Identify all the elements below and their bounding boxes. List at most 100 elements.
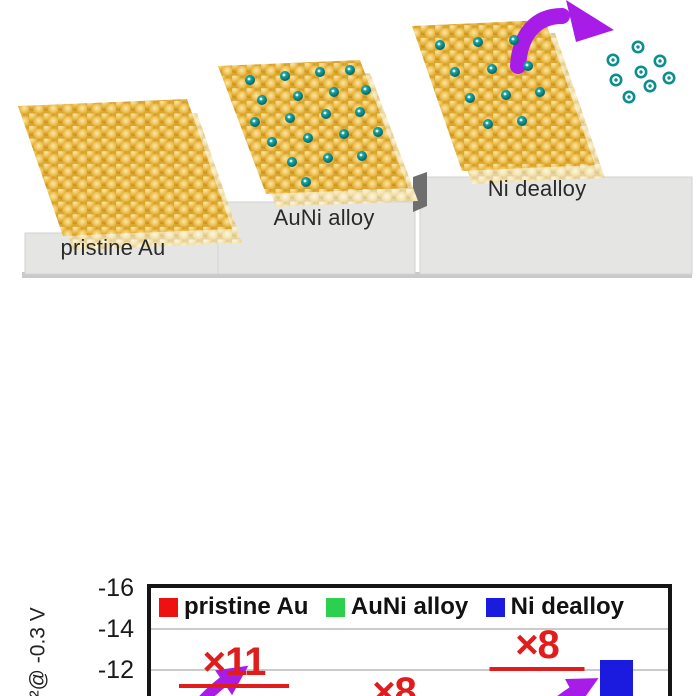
ni-atom	[450, 67, 460, 77]
ni-atom-highlight	[331, 89, 335, 93]
ni-atom	[487, 64, 497, 74]
ni-atom	[315, 67, 325, 77]
released-ni-atom-core	[611, 58, 615, 62]
y-tick-label: -16	[97, 574, 134, 602]
released-ni-atom-core	[614, 78, 618, 82]
ni-atom	[509, 35, 519, 45]
ni-atom-highlight	[259, 97, 263, 101]
label-ni-dealloy: Ni dealloy	[487, 176, 587, 201]
ni-atom	[301, 177, 311, 187]
legend-item: AuNi alloy	[325, 593, 469, 621]
ni-atom-highlight	[289, 159, 293, 163]
ni-atom-highlight	[282, 73, 286, 77]
released-ni-atom-core	[648, 84, 652, 88]
ni-atom-highlight	[305, 135, 309, 139]
released-ni-atom-core	[667, 76, 671, 80]
ni-atom	[267, 137, 277, 147]
ni-atom-highlight	[303, 179, 307, 183]
ni-atom	[535, 87, 545, 97]
bars	[530, 659, 634, 696]
ni-atom-highlight	[452, 69, 456, 73]
ni-atom-highlight	[437, 42, 441, 46]
lattice-scene	[18, 0, 693, 278]
ni-atom	[329, 87, 339, 97]
fold-increase-annotation-Au(111): ×11	[179, 642, 289, 688]
her-activity-chart: HER activity mA cm⁻²@ -0.3 V 0-2-4-6-8-1…	[0, 288, 700, 696]
ni-atom	[523, 61, 533, 71]
legend-label: AuNi alloy	[350, 593, 469, 620]
chart-legend: pristine Au AuNi alloy Ni dealloy	[151, 593, 668, 621]
ni-atom	[250, 117, 260, 127]
ni-atom	[280, 71, 290, 81]
ni-atom-highlight	[287, 115, 291, 119]
ni-atom-highlight	[341, 131, 345, 135]
released-ni-atom-core	[627, 95, 631, 99]
ni-atom-highlight	[247, 77, 251, 81]
label-pristine-au: pristine Au	[60, 235, 166, 260]
ni-atom	[303, 133, 313, 143]
legend-swatch	[325, 597, 345, 617]
ni-atoms-group	[245, 35, 545, 187]
ni-atom-highlight	[359, 153, 363, 157]
ni-atom	[293, 91, 303, 101]
ni-atom-highlight	[475, 39, 479, 43]
ni-atom-highlight	[323, 111, 327, 115]
ni-atom	[435, 40, 445, 50]
dealloying-arrow-shaft	[510, 8, 570, 74]
y-tick-label: -12	[97, 655, 134, 684]
legend-swatch	[159, 597, 178, 617]
bar-groups	[151, 588, 668, 696]
released-ni-atoms-group	[606, 40, 676, 104]
ni-atom	[257, 95, 267, 105]
y-axis-ticks: 0-2-4-6-8-10-12-14-16	[84, 575, 140, 696]
ni-atom-highlight	[252, 119, 256, 123]
released-ni-atom-core	[636, 45, 640, 49]
platform-base-line	[22, 272, 692, 278]
ni-atom-highlight	[295, 93, 299, 97]
bar-Ni-dealloy-Au(110)	[600, 659, 634, 696]
ni-atom-highlight	[317, 69, 321, 73]
ni-atom	[517, 116, 527, 126]
ni-atom-highlight	[485, 121, 489, 125]
gridline	[151, 668, 668, 671]
step-shadow-wedge	[413, 172, 427, 212]
platform-step-3	[419, 176, 693, 275]
fold-increase-annotation-Au(100): ×8	[341, 672, 447, 696]
dealloying-arrow-head	[566, 0, 614, 42]
gold-slab-pristine	[18, 99, 232, 236]
legend-label: pristine Au	[184, 593, 309, 620]
ni-atom	[323, 153, 333, 163]
gridline	[151, 627, 668, 630]
platform-step-2	[217, 201, 416, 275]
plot-area: pristine Au AuNi alloy Ni dealloy ×11 ×8 ×8	[147, 584, 672, 696]
ni-atom	[473, 37, 483, 47]
ni-atom-highlight	[363, 87, 367, 91]
ni-atom	[361, 85, 371, 95]
ni-atom-highlight	[375, 129, 379, 133]
legend-item: pristine Au	[159, 593, 308, 621]
legend-swatch	[485, 597, 505, 617]
ni-atom	[321, 109, 331, 119]
ni-atom-highlight	[467, 95, 471, 99]
y-tick-label: -14	[97, 614, 134, 643]
ni-atom-highlight	[537, 89, 541, 93]
ni-atom-highlight	[525, 63, 529, 67]
ni-atom	[483, 119, 493, 129]
ni-atom	[345, 65, 355, 75]
ni-atom-highlight	[347, 67, 351, 71]
ni-atom	[373, 127, 383, 137]
bar-group-Au(110)	[496, 588, 668, 696]
ni-atom	[287, 157, 297, 167]
released-ni-atom-core	[658, 59, 662, 63]
ni-atom-highlight	[489, 66, 493, 70]
ni-atom	[465, 93, 475, 103]
ni-atom	[285, 113, 295, 123]
ni-atom-highlight	[269, 139, 273, 143]
ni-atom	[357, 151, 367, 161]
y-axis-title: HER activity mA cm⁻²@ -0.3 V	[26, 607, 51, 696]
legend-item: Ni dealloy	[485, 593, 624, 621]
released-ni-atom-core	[639, 70, 643, 74]
ni-atom	[339, 129, 349, 139]
ni-atom	[501, 90, 511, 100]
